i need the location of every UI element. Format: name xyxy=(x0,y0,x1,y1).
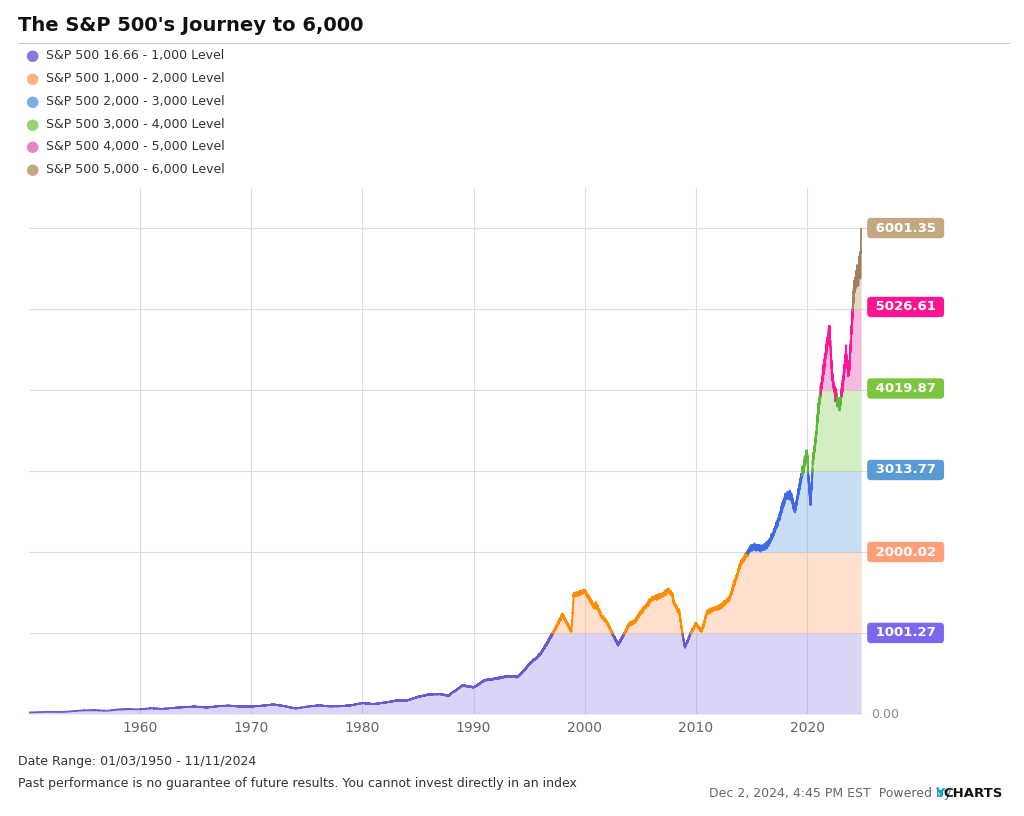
Text: S&P 500 3,000 - 4,000 Level: S&P 500 3,000 - 4,000 Level xyxy=(46,118,224,131)
Text: Past performance is no guarantee of future results. You cannot invest directly i: Past performance is no guarantee of futu… xyxy=(18,777,578,790)
Text: 3013.77: 3013.77 xyxy=(870,463,940,477)
Text: S&P 500 2,000 - 3,000 Level: S&P 500 2,000 - 3,000 Level xyxy=(46,95,224,108)
Text: 5026.61: 5026.61 xyxy=(870,300,940,313)
Text: 4019.87: 4019.87 xyxy=(870,382,940,395)
Text: S&P 500 1,000 - 2,000 Level: S&P 500 1,000 - 2,000 Level xyxy=(46,72,224,85)
Text: S&P 500 5,000 - 6,000 Level: S&P 500 5,000 - 6,000 Level xyxy=(46,163,225,176)
Text: Y: Y xyxy=(935,787,944,800)
Text: 0.00: 0.00 xyxy=(870,707,899,721)
Text: ●: ● xyxy=(26,162,39,177)
Text: Dec 2, 2024, 4:45 PM EST  Powered by: Dec 2, 2024, 4:45 PM EST Powered by xyxy=(709,787,954,800)
Text: S&P 500 4,000 - 5,000 Level: S&P 500 4,000 - 5,000 Level xyxy=(46,140,225,153)
Text: ●: ● xyxy=(26,71,39,86)
Text: ●: ● xyxy=(26,94,39,109)
Text: ●: ● xyxy=(26,117,39,131)
Text: 2000.02: 2000.02 xyxy=(870,546,940,559)
Text: S&P 500 16.66 - 1,000 Level: S&P 500 16.66 - 1,000 Level xyxy=(46,49,224,62)
Text: Date Range: 01/03/1950 - 11/11/2024: Date Range: 01/03/1950 - 11/11/2024 xyxy=(18,755,257,768)
Text: 6001.35: 6001.35 xyxy=(870,222,940,234)
Text: ●: ● xyxy=(26,48,39,63)
Text: ●: ● xyxy=(26,140,39,154)
Text: The S&P 500's Journey to 6,000: The S&P 500's Journey to 6,000 xyxy=(18,16,364,35)
Text: CHARTS: CHARTS xyxy=(943,787,1002,800)
Text: 1001.27: 1001.27 xyxy=(870,627,940,640)
